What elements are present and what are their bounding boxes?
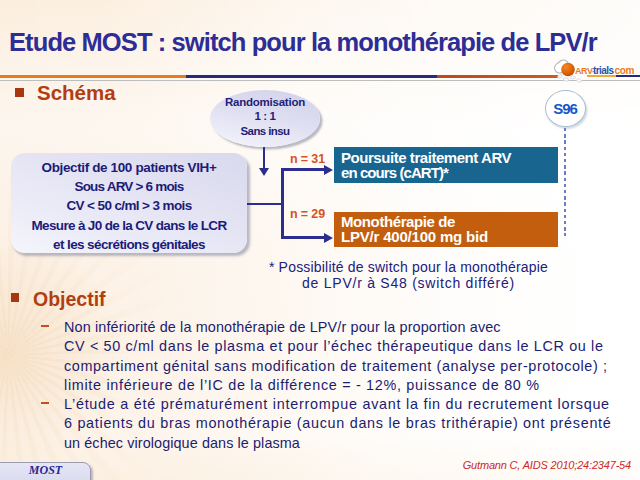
svg-text:com: com bbox=[615, 65, 635, 76]
svg-text:trials: trials bbox=[593, 65, 615, 76]
